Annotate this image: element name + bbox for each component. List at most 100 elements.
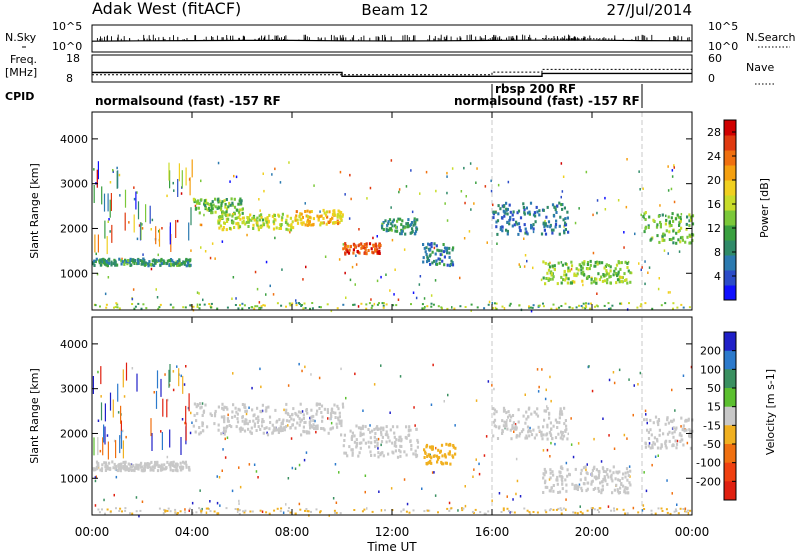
- echo-cell: [286, 214, 289, 218]
- ground-cell: [241, 302, 244, 305]
- echo-cell: [390, 228, 393, 232]
- echo-cell: [144, 261, 147, 265]
- scatter-cell: [355, 254, 357, 257]
- echo-cell: [299, 402, 302, 406]
- echo-cell: [612, 465, 615, 469]
- echo-cell: [95, 257, 98, 261]
- ground-cell: [361, 510, 364, 513]
- scatter-cell: [265, 293, 267, 296]
- echo-cell: [670, 238, 673, 242]
- echo-cell: [380, 433, 383, 437]
- echo-cell: [668, 230, 671, 234]
- ground-cell: [532, 304, 535, 307]
- echo-cell: [680, 434, 683, 438]
- ground-cell: [560, 512, 563, 515]
- echo-cell: [98, 259, 102, 263]
- echo-cell: [564, 430, 567, 433]
- echo-cell: [454, 446, 457, 450]
- echo-cell: [149, 468, 152, 472]
- echo-cell: [559, 410, 562, 414]
- echo-cell: [668, 430, 671, 434]
- echo-cell: [284, 411, 287, 415]
- scatter-cell: [239, 485, 242, 489]
- scatter-cell: [256, 287, 259, 291]
- echo-cell: [130, 469, 133, 472]
- echo-cell: [407, 225, 410, 229]
- ground-cell: [307, 510, 310, 513]
- velocity-colorbar-swatch: [724, 369, 736, 389]
- echo-cell: [538, 209, 541, 213]
- echo-cell: [542, 221, 545, 225]
- scatter-cell: [469, 162, 472, 165]
- scatter-cell: [190, 249, 192, 252]
- echo-cell: [261, 218, 264, 222]
- echo-cell: [118, 257, 121, 261]
- echo-cell: [550, 486, 553, 490]
- scatter-cell: [248, 406, 250, 409]
- scatter-cell: [370, 298, 372, 301]
- scatter-cell: [424, 306, 426, 309]
- scatter-cell: [251, 386, 253, 390]
- echo-cell: [148, 462, 151, 466]
- echo-cell: [274, 408, 277, 412]
- echo-cell: [688, 233, 691, 237]
- echo-cell: [314, 424, 317, 428]
- echo-cell: [148, 260, 151, 264]
- echo-cell: [100, 469, 103, 473]
- scatter-cell: [550, 399, 552, 403]
- echo-cell: [617, 478, 620, 482]
- scatter-cell: [180, 374, 182, 378]
- scatter-cell: [578, 207, 580, 210]
- echo-cell: [314, 427, 318, 431]
- echo-cell: [674, 217, 678, 221]
- scatter-cell: [446, 191, 448, 195]
- echo-cell: [306, 411, 309, 415]
- streak-cell: [166, 399, 168, 418]
- echo-cell: [410, 221, 414, 224]
- scatter-cell: [345, 296, 347, 299]
- ground-cell: [598, 511, 600, 514]
- echo-cell: [564, 262, 567, 266]
- ground-cell: [536, 511, 539, 514]
- echo-cell: [614, 267, 617, 271]
- echo-cell: [407, 428, 411, 432]
- scatter-cell: [399, 375, 402, 378]
- scatter-cell: [109, 181, 112, 184]
- echo-cell: [679, 219, 682, 223]
- echo-cell: [369, 450, 372, 454]
- scatter-cell: [561, 190, 564, 193]
- echo-cell: [120, 465, 123, 469]
- scatter-cell: [305, 265, 307, 269]
- echo-cell: [565, 489, 568, 493]
- echo-cell: [352, 251, 355, 255]
- power-colorbar-label-tick: 8: [714, 246, 721, 259]
- echo-cell: [514, 427, 517, 431]
- scatter-cell: [515, 492, 517, 496]
- echo-cell: [336, 425, 339, 429]
- ground-cell: [365, 303, 368, 306]
- ground-cell: [198, 307, 201, 310]
- echo-cell: [295, 210, 298, 214]
- scatter-cell: [355, 263, 358, 266]
- echo-cell: [522, 202, 525, 206]
- echo-cell: [584, 465, 587, 469]
- echo-cell: [644, 442, 647, 446]
- echo-cell: [542, 208, 545, 212]
- ground-cell: [576, 512, 579, 515]
- echo-cell: [580, 268, 583, 272]
- echo-cell: [399, 454, 402, 458]
- scatter-cell: [648, 442, 651, 445]
- echo-cell: [525, 417, 528, 421]
- scatter-cell: [180, 192, 183, 195]
- ground-cell: [665, 508, 668, 511]
- echo-cell: [494, 210, 497, 214]
- echo-cell: [311, 415, 314, 419]
- power-colorbar-label-tick: 28: [707, 126, 721, 139]
- streak-cell: [169, 226, 171, 245]
- echo-cell: [652, 421, 655, 425]
- echo-cell: [169, 463, 172, 467]
- scatter-cell: [475, 458, 477, 461]
- echo-cell: [233, 197, 236, 201]
- echo-cell: [141, 260, 144, 264]
- scatter-cell: [131, 367, 134, 370]
